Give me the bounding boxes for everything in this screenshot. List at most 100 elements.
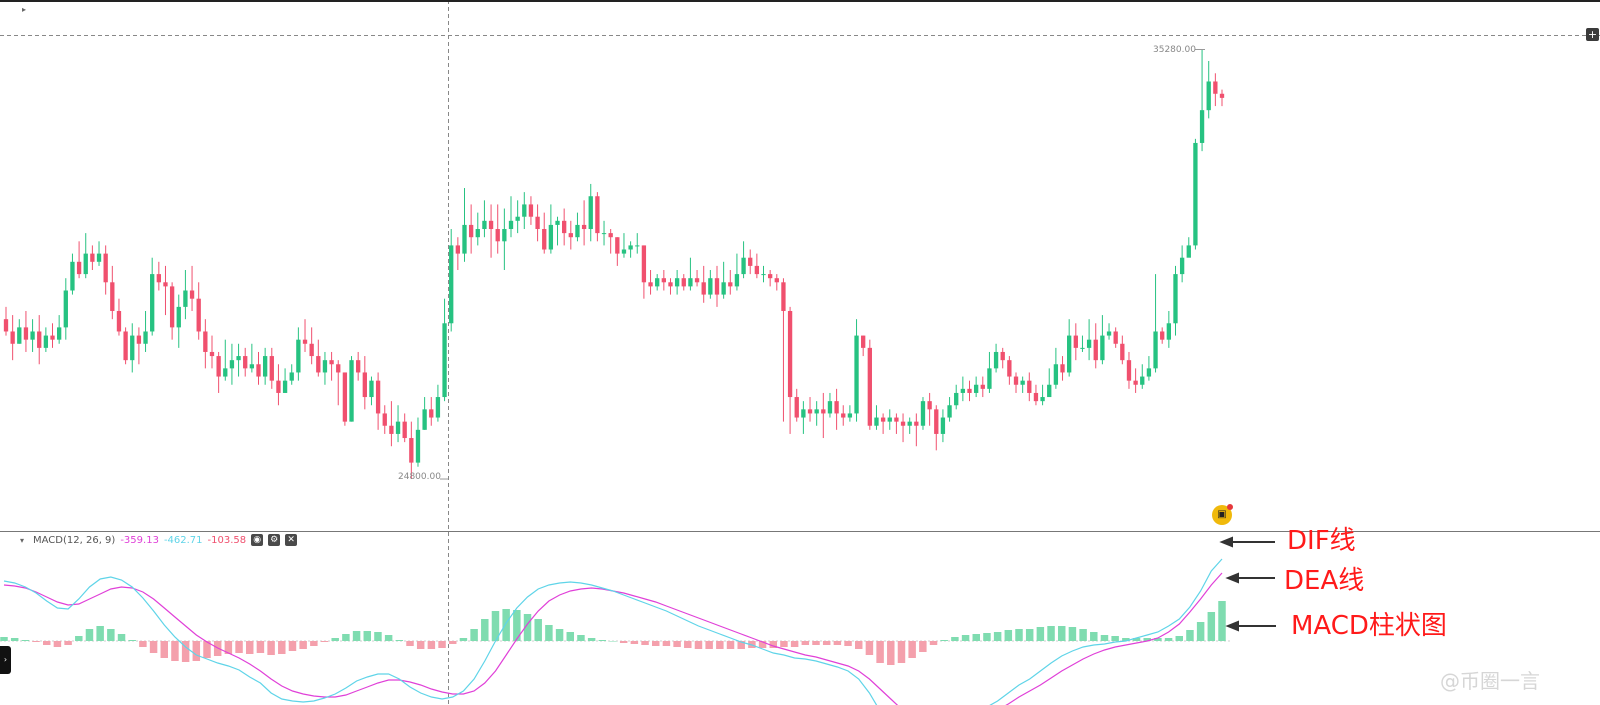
- macd-bar: [75, 636, 83, 641]
- candle-body: [468, 224, 474, 238]
- candle-body: [967, 388, 972, 393]
- macd-bar: [641, 641, 649, 645]
- candle-body: [980, 384, 985, 389]
- candle-body: [555, 220, 560, 225]
- macd-bar: [780, 641, 788, 647]
- macd-bar: [181, 641, 190, 662]
- macd-bar: [854, 641, 863, 649]
- candle-body: [369, 380, 374, 398]
- candle-body: [422, 409, 427, 430]
- macd-bar: [235, 641, 243, 653]
- watermark: @币圈一言: [1440, 669, 1540, 693]
- macd-legend: ▾ MACD(12, 26, 9) -359.13 -462.71 -103.5…: [20, 533, 298, 547]
- candle-body: [920, 401, 926, 426]
- candle-body: [1133, 380, 1138, 385]
- candle-body: [342, 372, 348, 422]
- candle-body: [1153, 331, 1158, 369]
- macd-bar: [876, 641, 884, 663]
- chevron-right-icon[interactable]: ›: [0, 646, 11, 674]
- macd-bar: [406, 641, 414, 646]
- candle-body: [581, 224, 587, 230]
- macd-bar: [662, 641, 671, 646]
- macd-bar: [85, 629, 94, 641]
- candle-body: [296, 339, 301, 373]
- macd-bar: [320, 641, 329, 642]
- macd-bar: [758, 641, 767, 648]
- candle-body: [243, 356, 248, 369]
- candle-body: [1173, 274, 1178, 324]
- exchange-badge-icon[interactable]: ▣: [1212, 504, 1233, 525]
- macd-bar: [384, 635, 393, 641]
- pane-separator[interactable]: [0, 531, 1600, 532]
- candle-body: [708, 278, 713, 295]
- candle-body: [329, 360, 334, 365]
- candle-body: [30, 331, 35, 340]
- eye-icon[interactable]: ◉: [251, 534, 264, 546]
- macd-bar: [577, 635, 585, 641]
- candle-body: [10, 331, 15, 344]
- candle-body: [1040, 397, 1045, 402]
- candle-body: [455, 245, 461, 254]
- macd-bar: [128, 640, 136, 641]
- candle-body: [1213, 81, 1218, 94]
- candle-body: [628, 245, 633, 250]
- candle-body: [774, 278, 779, 283]
- candle-body: [1086, 339, 1092, 348]
- macd-bar: [416, 641, 425, 649]
- collapse-arrow-icon[interactable]: ▸: [22, 5, 27, 14]
- macd-bar: [1025, 629, 1034, 641]
- macd-bar: [1218, 601, 1226, 641]
- candle-body: [43, 335, 49, 348]
- macd-bar: [790, 641, 799, 647]
- candle-body: [302, 339, 308, 344]
- gear-icon[interactable]: ⚙: [268, 534, 281, 546]
- candle-body: [601, 233, 607, 235]
- candle-body: [615, 237, 620, 254]
- macd-bar: [117, 634, 126, 641]
- candle-body: [887, 417, 892, 422]
- candle-body: [1007, 360, 1012, 377]
- candle-body: [681, 278, 686, 287]
- candle-body: [1013, 376, 1019, 385]
- macd-bar: [459, 638, 468, 641]
- candle-body: [375, 380, 381, 414]
- candle-body: [960, 388, 966, 393]
- macd-bar: [395, 640, 404, 641]
- candle-body: [947, 405, 952, 418]
- macd-bar: [1079, 629, 1087, 641]
- candle-body: [309, 343, 314, 357]
- candle-body: [861, 335, 866, 348]
- macd-bar: [42, 641, 51, 645]
- candle-body: [96, 253, 102, 262]
- candle-body: [409, 438, 414, 463]
- price-high-label: 35280.00: [1153, 45, 1196, 55]
- candle-body: [169, 286, 175, 328]
- macd-bar: [651, 641, 660, 646]
- macd-bar: [1175, 636, 1184, 641]
- candle-body: [1160, 331, 1165, 340]
- macd-bar: [10, 638, 19, 641]
- candle-body: [189, 290, 195, 299]
- indicator-name: MACD(12, 26, 9): [33, 534, 116, 546]
- candle-body: [482, 220, 487, 230]
- candle-body: [322, 360, 328, 373]
- candle-body: [136, 335, 142, 344]
- close-icon[interactable]: ✕: [285, 534, 298, 546]
- macd-bar: [245, 641, 254, 654]
- macd-bar: [1207, 612, 1216, 641]
- macd-bar: [1004, 630, 1013, 641]
- candle-body: [595, 196, 600, 234]
- macd-bar: [374, 632, 382, 641]
- candle-body: [1106, 331, 1112, 336]
- candle-body: [1047, 384, 1052, 398]
- candle-body: [23, 327, 29, 340]
- crosshair-add-icon[interactable]: +: [1586, 28, 1599, 41]
- candle-body: [502, 229, 507, 242]
- chevron-down-icon[interactable]: ▾: [20, 535, 25, 545]
- macd-bar: [299, 641, 307, 649]
- candle-body: [150, 274, 155, 332]
- candle-body: [1000, 351, 1005, 361]
- candle-body: [588, 196, 593, 230]
- candle-body: [229, 360, 235, 369]
